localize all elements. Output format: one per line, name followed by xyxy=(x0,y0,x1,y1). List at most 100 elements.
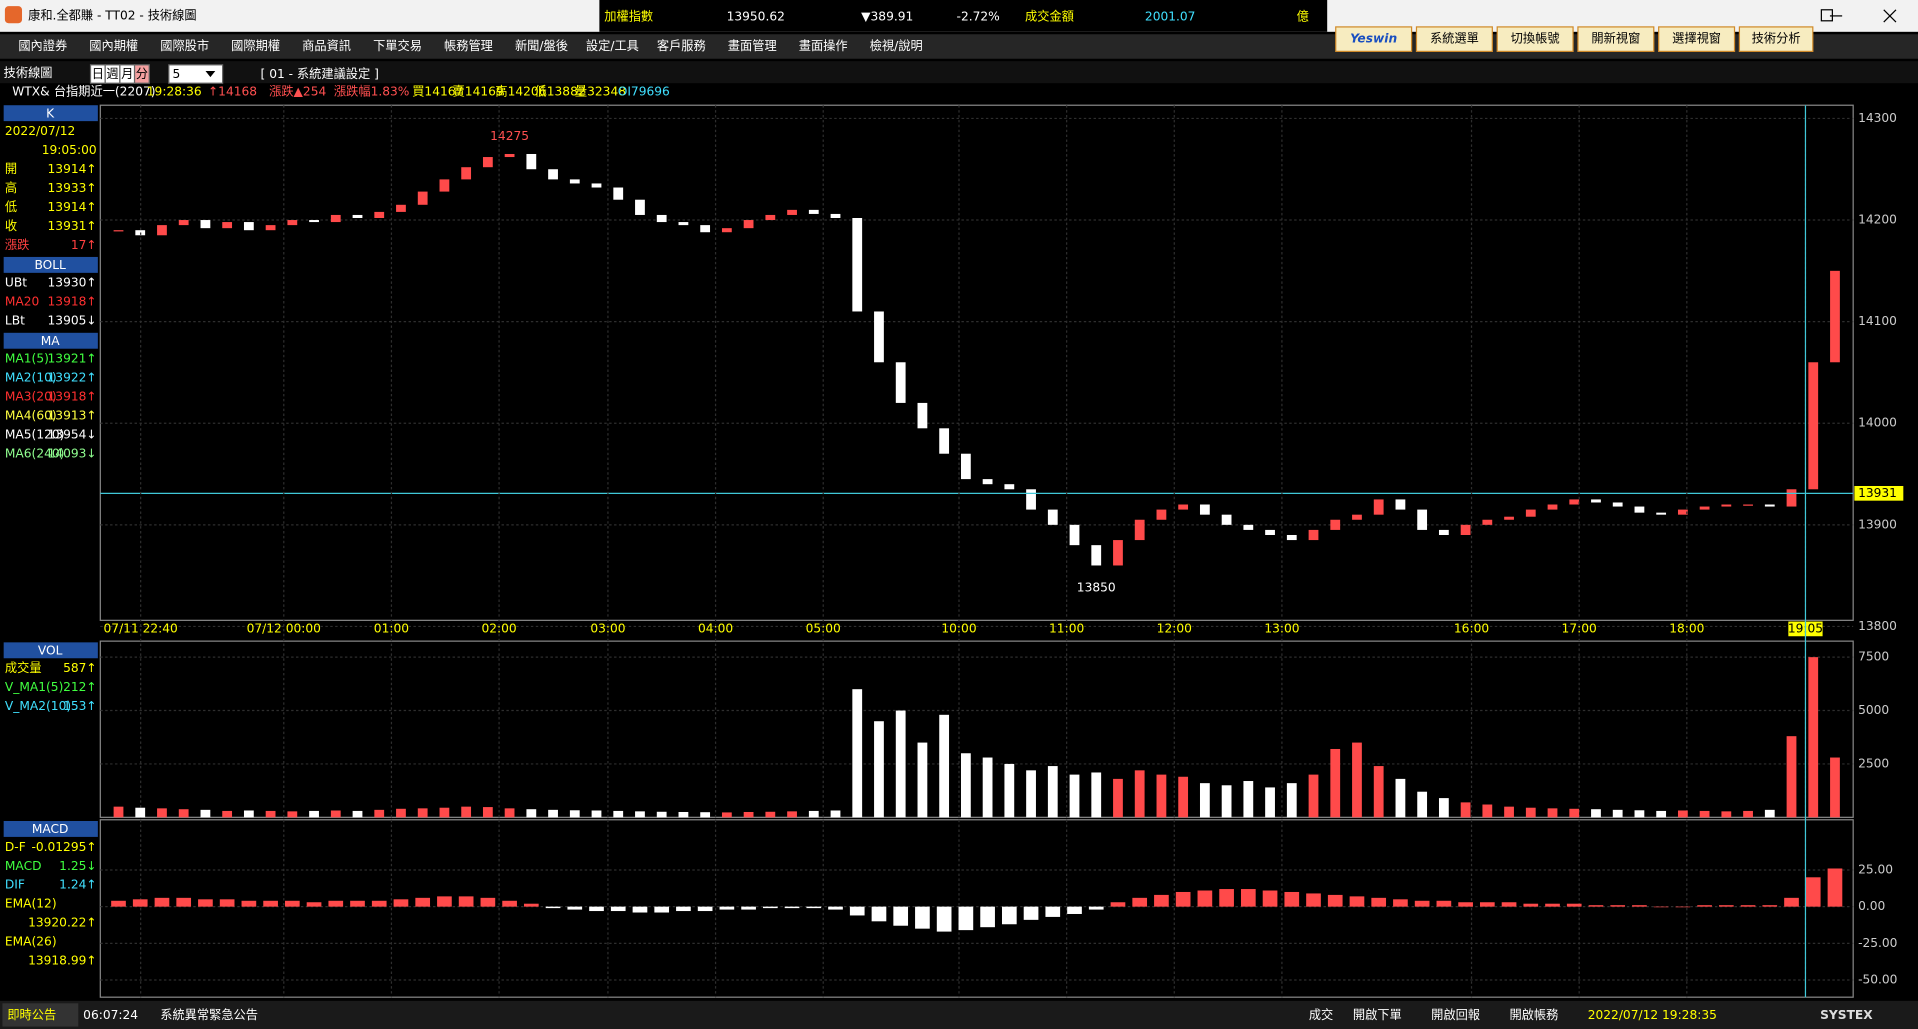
toolbar-button[interactable] xyxy=(1738,26,1814,53)
y-tick-label: 25.00 xyxy=(1858,862,1893,876)
menu-item[interactable]: 國內證券 xyxy=(18,38,67,53)
row-label: MA20 xyxy=(5,295,39,309)
x-tick-label: 07/11 22:40 xyxy=(104,621,178,635)
row-label: 高 xyxy=(5,180,17,195)
menu-item[interactable]: 國際股市 xyxy=(160,38,209,53)
macd-bar xyxy=(1653,906,1669,908)
interval-select[interactable] xyxy=(168,64,224,84)
row-value: 1.25↓ xyxy=(59,859,96,873)
candle-body xyxy=(830,213,841,219)
period-toggle-label[interactable]: 週 xyxy=(106,67,118,81)
row-label: MA1(5) xyxy=(5,352,49,366)
candle-body xyxy=(1373,499,1384,515)
toolbar-button-label[interactable]: 選擇視窗 xyxy=(1672,31,1721,46)
toolbar-button[interactable] xyxy=(1496,26,1574,53)
toolbar-button-label[interactable]: 切換帳號 xyxy=(1511,31,1560,46)
ticker-item: 13950.62 xyxy=(727,10,785,24)
macd-bar xyxy=(284,900,300,907)
period-toggle[interactable] xyxy=(133,64,150,84)
candle-body xyxy=(1417,509,1428,530)
row-value: 13931↑ xyxy=(48,219,97,233)
macd-bar xyxy=(502,900,517,907)
notice-label: 即時公告 xyxy=(7,1008,56,1022)
macd-bar xyxy=(1805,877,1821,907)
status-button[interactable]: 開啟帳務 xyxy=(1509,1007,1558,1022)
menu-item[interactable]: 國際期權 xyxy=(231,39,280,53)
volume-bar xyxy=(1047,766,1058,818)
toolbar-button[interactable] xyxy=(1577,26,1655,53)
status-button[interactable]: 成交 xyxy=(1309,1007,1333,1022)
menu-item[interactable]: 畫面操作 xyxy=(799,38,848,53)
volume-bar xyxy=(721,812,732,818)
menu-item[interactable]: 國內期權 xyxy=(89,39,138,53)
volume-bar xyxy=(178,809,189,818)
toolbar-button-label[interactable]: 技術分析 xyxy=(1752,32,1801,46)
candle-body xyxy=(787,209,797,215)
y-tick-label: 14200 xyxy=(1858,213,1897,227)
status-button[interactable]: 開啟回報 xyxy=(1431,1007,1480,1022)
menu-item[interactable]: 畫面管理 xyxy=(728,38,777,53)
toolbar-button-label[interactable]: Yeswin xyxy=(1350,32,1397,46)
candle-body xyxy=(1004,484,1015,490)
current-price-label: 13931 xyxy=(1858,486,1897,500)
candle-body xyxy=(157,225,167,236)
status-button[interactable]: 開啟下單 xyxy=(1353,1007,1402,1022)
volume-bar xyxy=(1634,810,1645,818)
volume-bar xyxy=(374,809,385,818)
toolbar-button-label[interactable]: 開新視窗 xyxy=(1591,31,1640,46)
macd-bar xyxy=(154,897,170,907)
ticker-item: -2.72% xyxy=(957,10,1000,24)
restore-button[interactable] xyxy=(1820,9,1833,22)
candle-body xyxy=(1612,502,1623,507)
row-label: 成交量 xyxy=(5,660,42,675)
setting-label: [ 01 - 系統建議設定 ] xyxy=(261,66,379,81)
volume-bar xyxy=(1265,787,1275,818)
volume-bar xyxy=(482,807,493,818)
app-icon xyxy=(4,6,23,24)
candle-body xyxy=(939,428,950,454)
row-label: EMA(26) xyxy=(5,935,57,949)
volume-bar xyxy=(895,710,906,818)
close-button[interactable] xyxy=(1883,9,1897,23)
volume-bar xyxy=(1417,791,1428,818)
toolbar-button[interactable] xyxy=(1335,26,1413,53)
volume-bar xyxy=(439,807,450,818)
candle-body xyxy=(1634,506,1645,513)
row-value: 19:05:00 xyxy=(42,143,97,157)
macd-bar xyxy=(1262,890,1278,907)
candle-body xyxy=(1547,504,1558,510)
candle-body xyxy=(1286,534,1297,541)
macd-bar xyxy=(132,899,148,907)
menu-item[interactable]: 客戶服務 xyxy=(657,38,706,53)
dropdown-arrow[interactable] xyxy=(205,70,216,78)
period-toggle-label[interactable]: 月 xyxy=(121,67,133,81)
menu-item[interactable]: 新聞/盤後 xyxy=(515,38,568,53)
period-toggle-label[interactable]: 分 xyxy=(136,67,148,81)
menu-item[interactable]: 設定/工具 xyxy=(586,38,639,53)
macd-bar xyxy=(1566,903,1582,907)
row-label: V_MA2(10) xyxy=(5,699,71,713)
y-tick-label: 7500 xyxy=(1858,650,1889,664)
candle-body xyxy=(396,204,406,212)
macd-bar xyxy=(1154,894,1169,907)
menu-item[interactable]: 商品資訊 xyxy=(302,38,351,53)
row-label: 低 xyxy=(5,200,17,214)
volume-bar xyxy=(1721,811,1732,818)
macd-bar xyxy=(328,900,344,907)
menu-item[interactable]: 帳務管理 xyxy=(444,38,493,53)
menu-item[interactable]: 檢視/說明 xyxy=(870,38,923,53)
macd-bar xyxy=(676,906,691,912)
status-bar xyxy=(0,1000,1918,1029)
interval-value[interactable]: 5 xyxy=(172,67,180,81)
toolbar-button-label[interactable]: 系統選單 xyxy=(1430,32,1479,46)
macd-bar xyxy=(893,906,909,926)
period-toggle-label[interactable]: 日 xyxy=(92,67,104,81)
toolbar-button[interactable] xyxy=(1658,26,1736,53)
row-value: 13920.22↑ xyxy=(28,916,97,930)
volume-bar xyxy=(1199,783,1210,818)
macd-bar xyxy=(1414,900,1430,907)
menu-item[interactable]: 下單交易 xyxy=(373,38,422,53)
toolbar-button[interactable] xyxy=(1415,26,1493,53)
row-value: 1.24↑ xyxy=(59,878,96,892)
macd-bar xyxy=(1436,900,1452,907)
